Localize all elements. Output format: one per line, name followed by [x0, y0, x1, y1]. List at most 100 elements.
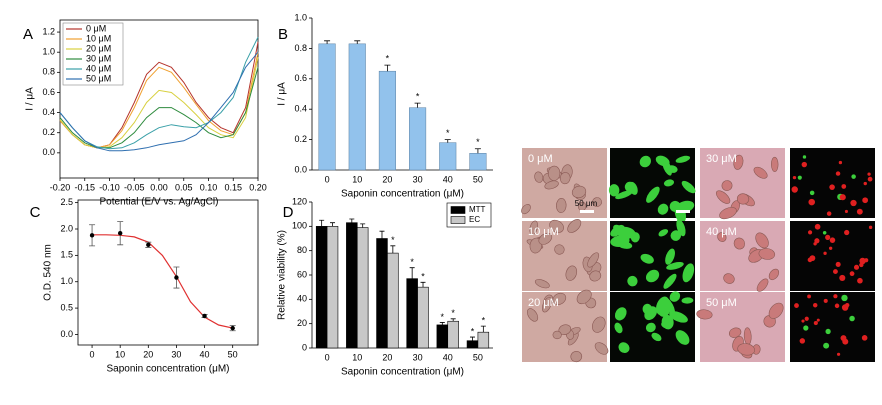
cell — [841, 294, 848, 302]
bar — [315, 226, 328, 349]
error-bar — [480, 325, 486, 333]
cell — [844, 229, 850, 236]
cell — [624, 181, 636, 193]
cell — [614, 322, 623, 334]
cell — [675, 330, 690, 345]
cell — [639, 155, 651, 168]
x-tick-label: 0 — [325, 174, 330, 184]
cell — [627, 275, 638, 287]
y-axis-label: I / μA — [277, 82, 288, 106]
cell — [849, 271, 855, 277]
error-bar — [384, 64, 391, 72]
significance-marker: * — [476, 137, 480, 147]
cell — [867, 172, 871, 176]
cell — [675, 155, 691, 163]
cell — [841, 184, 847, 189]
legend-box — [446, 202, 492, 228]
legend-label: 30 μM — [86, 53, 111, 63]
x-axis-label: Potential (E/V vs. Ag/AgCl) — [100, 197, 219, 208]
error-bar — [474, 148, 481, 154]
bar — [326, 226, 339, 349]
legend-label: 20 μM — [86, 43, 111, 53]
cell — [608, 184, 620, 197]
micrograph — [696, 292, 785, 362]
series-line — [59, 57, 259, 149]
legend-label: 0 μM — [86, 23, 106, 33]
error-bar — [420, 281, 426, 288]
cell — [676, 219, 686, 237]
cell — [835, 261, 841, 267]
series-line — [59, 36, 259, 150]
x-axis-label: Saponin concentration (μM) — [341, 367, 464, 378]
cell — [839, 194, 846, 201]
cell — [617, 241, 633, 249]
cell — [808, 198, 815, 206]
cell — [614, 307, 627, 321]
cell — [802, 155, 807, 159]
x-tick-label: -0.20 — [50, 182, 71, 192]
error-bar — [354, 40, 361, 44]
x-tick-label: 40 — [443, 352, 453, 362]
micrograph — [790, 221, 875, 291]
legend-label: EC — [469, 215, 480, 224]
micrograph — [700, 148, 785, 220]
cell — [801, 161, 808, 168]
data-point — [230, 325, 235, 331]
cell — [645, 269, 660, 283]
scale-bar — [676, 210, 690, 213]
x-tick-label: -0.10 — [99, 182, 120, 192]
error-bar — [360, 223, 366, 228]
y-axis-label: O.D. 540 nm — [43, 244, 54, 301]
bar — [348, 43, 366, 171]
axes-frame — [77, 199, 259, 346]
cell — [733, 237, 745, 250]
cell — [834, 303, 840, 309]
cell — [862, 197, 869, 204]
cell — [755, 232, 769, 249]
cell — [554, 244, 565, 255]
y-axis-label: Relative viability (%) — [277, 230, 288, 320]
cell — [758, 248, 776, 260]
cell — [756, 278, 769, 292]
legend-label: 10 μM — [86, 33, 111, 43]
cell — [723, 273, 735, 284]
panel-letter: C — [30, 204, 41, 221]
y-tick-label: 0.2 — [294, 134, 307, 144]
significance-marker: * — [471, 326, 475, 336]
fit-line — [92, 234, 233, 329]
bar — [439, 142, 457, 171]
cell — [669, 311, 688, 323]
cell — [682, 263, 695, 283]
cell — [670, 230, 682, 241]
cell — [567, 219, 582, 233]
micrograph-label: 0 μM — [528, 153, 553, 165]
cell — [719, 207, 737, 220]
cell — [807, 230, 813, 235]
y-tick-label: 1.0 — [294, 12, 307, 22]
x-tick-label: 0.20 — [249, 182, 267, 192]
significance-marker: * — [451, 308, 455, 318]
bar — [378, 70, 396, 171]
data-point — [89, 233, 95, 238]
x-tick-label: 0 — [90, 349, 95, 359]
cell — [851, 174, 856, 179]
cell — [842, 338, 849, 345]
cell — [736, 193, 750, 205]
cell — [828, 246, 833, 250]
cell — [552, 330, 562, 340]
micrograph-label: 40 μM — [706, 226, 737, 238]
y-tick-label: 60 — [297, 269, 307, 279]
x-tick-label: 40 — [200, 349, 210, 359]
cell — [661, 157, 672, 176]
cell — [845, 302, 850, 308]
y-axis-label: I / μA — [25, 87, 36, 111]
cell — [646, 186, 660, 203]
x-tick-label: 0.10 — [200, 182, 218, 192]
x-tick-label: 20 — [382, 352, 392, 362]
legend-label: MTT — [469, 205, 486, 214]
cell — [799, 338, 806, 344]
cell — [666, 261, 684, 270]
cell — [681, 297, 694, 304]
cell — [663, 179, 675, 187]
cell — [814, 238, 820, 244]
